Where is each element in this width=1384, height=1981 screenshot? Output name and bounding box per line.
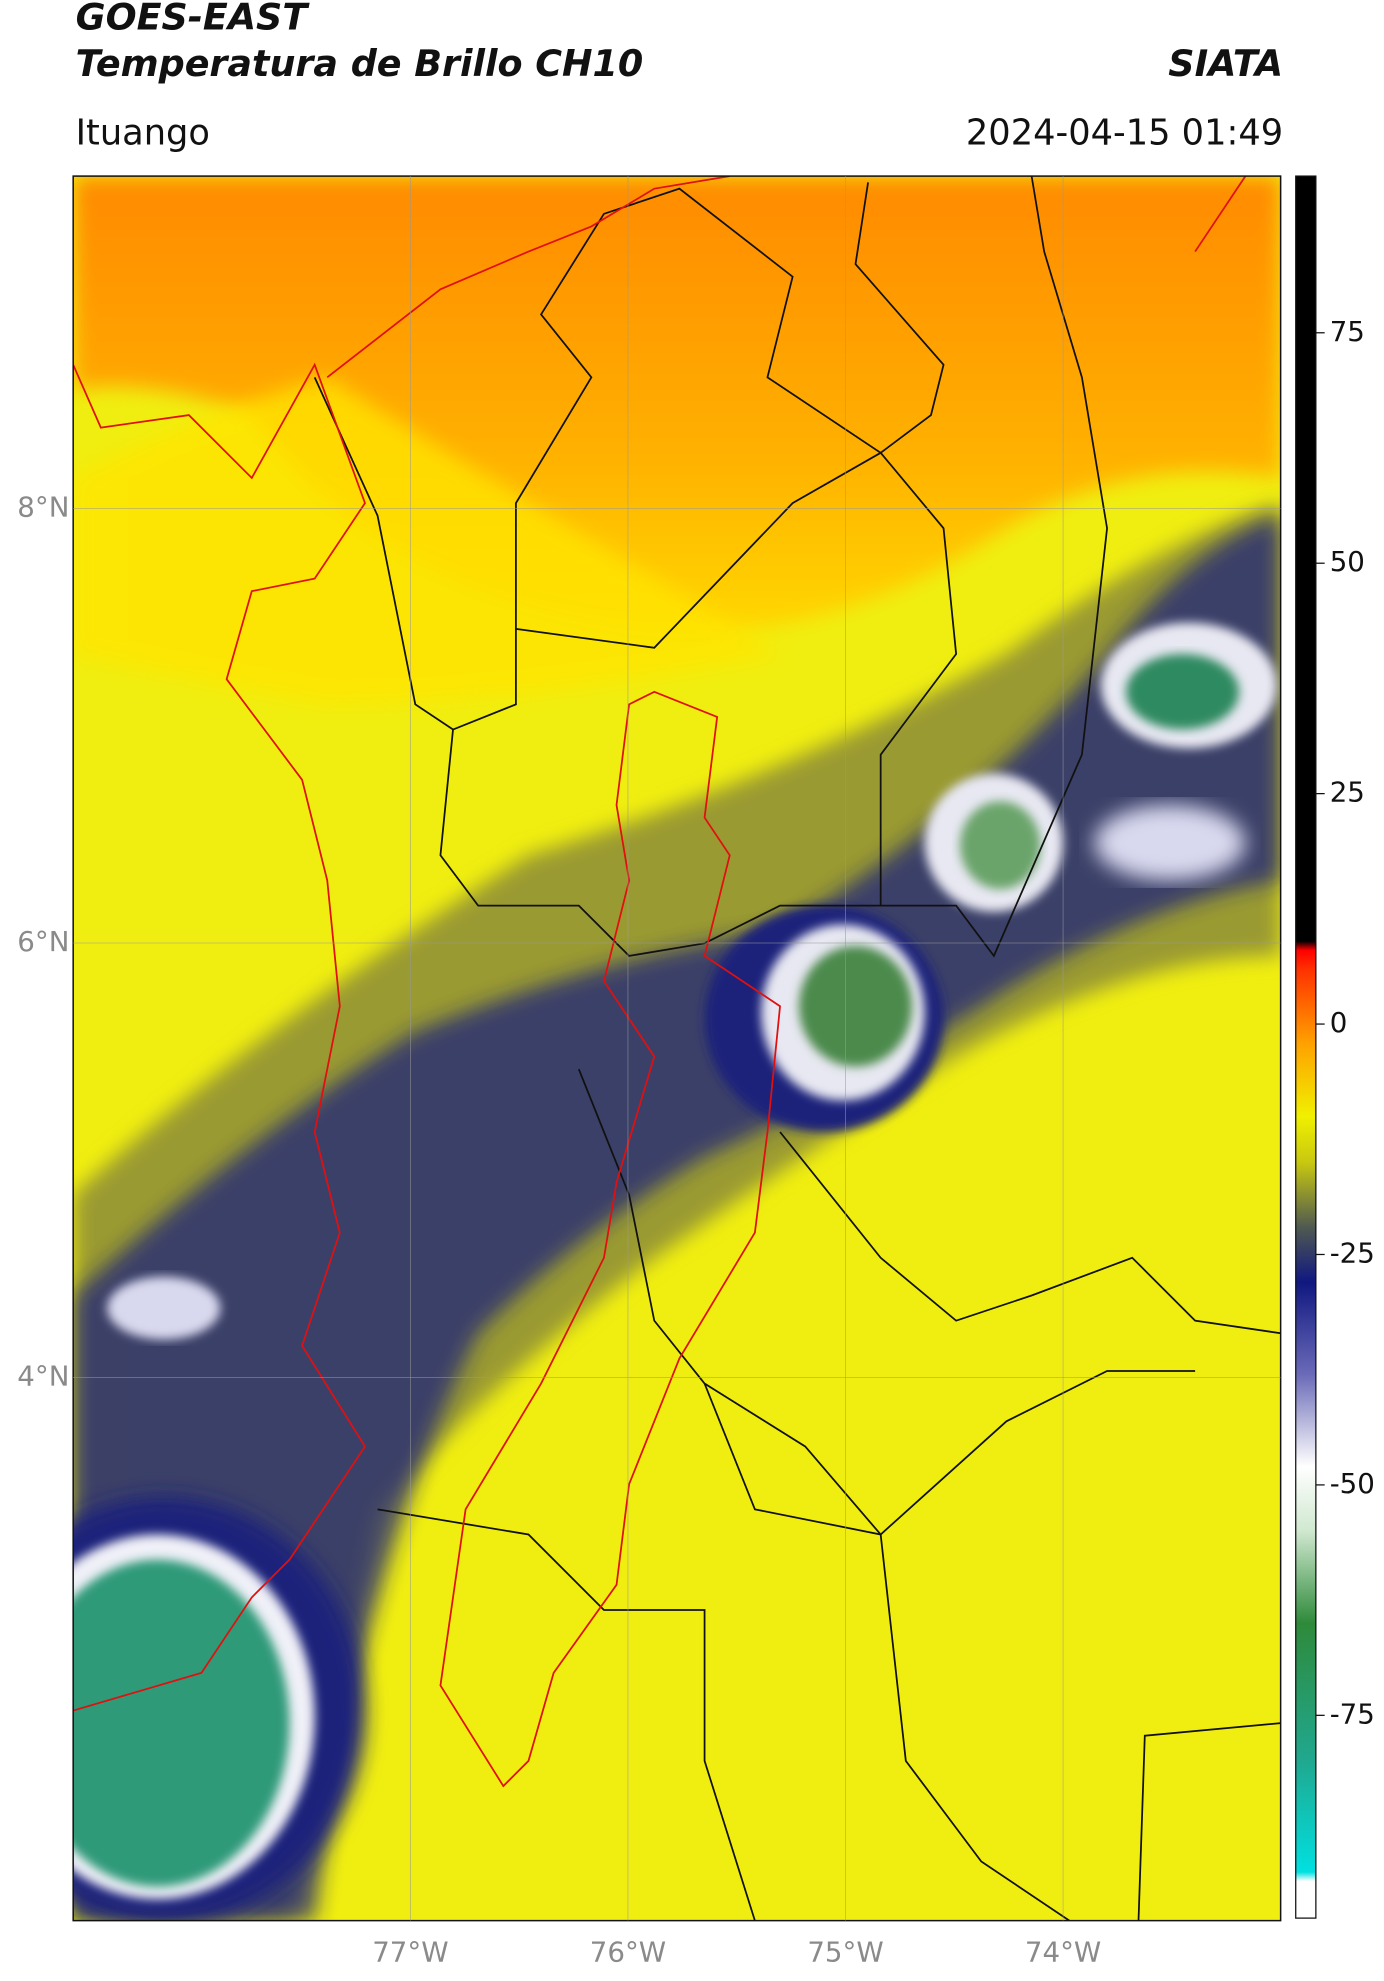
cloud-core (73, 1559, 290, 1887)
y-tick-label: 4°N (17, 1359, 69, 1392)
region-outline (73, 176, 1247, 1788)
location: Ituango (76, 113, 210, 154)
colorbar: 75 50 25 0 -25 -50 -75 (1295, 175, 1375, 1919)
x-tick-label: 76°W (590, 1935, 666, 1968)
x-tick-label: 75°W (807, 1935, 883, 1968)
cloud-core (959, 801, 1041, 890)
map-frame (72, 175, 1282, 1922)
cloud-core (107, 1276, 221, 1340)
y-tick-label: 8°N (17, 490, 69, 523)
cloud-core (1094, 804, 1246, 881)
colorbar-tick-label: 0 (1330, 1006, 1348, 1039)
colorbar-bar (1295, 175, 1317, 1919)
colorbar-tick-label: -25 (1330, 1236, 1375, 1269)
warm-area (73, 377, 781, 705)
cloud-core (798, 945, 913, 1067)
x-tick-label: 77°W (372, 1935, 448, 1968)
axes: 77°W 76°W 75°W 74°W 8°N 6°N 4°N (17, 176, 1281, 1968)
colorbar-tick-label: 75 (1330, 315, 1365, 348)
y-tick-label: 6°N (17, 925, 69, 958)
title: GOES-EAST (76, 0, 311, 38)
colorbar-tick-label: 25 (1330, 776, 1365, 809)
map-image (73, 176, 1281, 1921)
datetime: 2024-04-15 01:49 (966, 113, 1283, 154)
cloud-core (1125, 654, 1240, 730)
colorbar-tick-label: -75 (1330, 1697, 1375, 1730)
brand: SIATA (1168, 42, 1283, 85)
borders (313, 176, 1281, 1921)
x-tick-label: 74°W (1025, 1935, 1101, 1968)
colorbar-tick-label: -50 (1330, 1467, 1375, 1500)
subtitle: Temperatura de Brillo CH10 (76, 42, 644, 85)
colorbar-tick-label: 50 (1330, 545, 1365, 578)
